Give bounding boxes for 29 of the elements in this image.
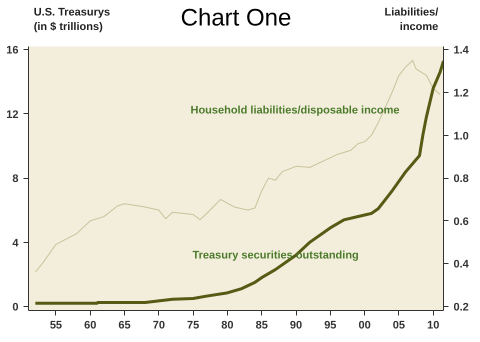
x-tick-label: 70 (152, 320, 165, 332)
x-tick-label: 10 (427, 320, 440, 332)
x-tick-label: 60 (84, 320, 96, 332)
y-tick-label: 8 (12, 173, 19, 186)
x-tick-label: 80 (221, 320, 234, 332)
x-tick-label: 00 (358, 320, 371, 332)
y2-tick-label: 0.8 (454, 173, 469, 186)
y2-tick-label: 1.4 (454, 44, 470, 57)
y-tick-label: 0 (12, 301, 19, 314)
series-label: Treasury securities outstanding (192, 250, 359, 262)
y2-tick-label: 0.6 (454, 216, 469, 228)
y2-tick-label: 0.4 (454, 258, 470, 271)
chart-title: Chart One (180, 4, 292, 32)
x-tick-label: 90 (290, 320, 302, 332)
y-tick-label: 4 (12, 237, 20, 250)
x-tick-label: 75 (187, 320, 200, 332)
y2-tick-label: 0.2 (454, 301, 469, 314)
series-label: Household liabilities/disposable income (190, 104, 400, 116)
x-tick-label: 65 (118, 320, 131, 332)
x-tick-label: 05 (392, 320, 406, 332)
x-tick-label: 95 (324, 320, 336, 332)
y-tick-label: 16 (6, 44, 19, 57)
x-tick-label: 55 (50, 320, 62, 332)
y2-tick-label: 1.2 (454, 87, 469, 100)
y2-axis-title: Liabilities/ income (384, 6, 438, 33)
y-tick-label: 12 (6, 108, 19, 121)
x-tick-label: 85 (256, 320, 268, 332)
y-axis-title: U.S. Treasurys (in $ trillions) (34, 6, 110, 33)
y2-tick-label: 1.0 (454, 130, 469, 142)
